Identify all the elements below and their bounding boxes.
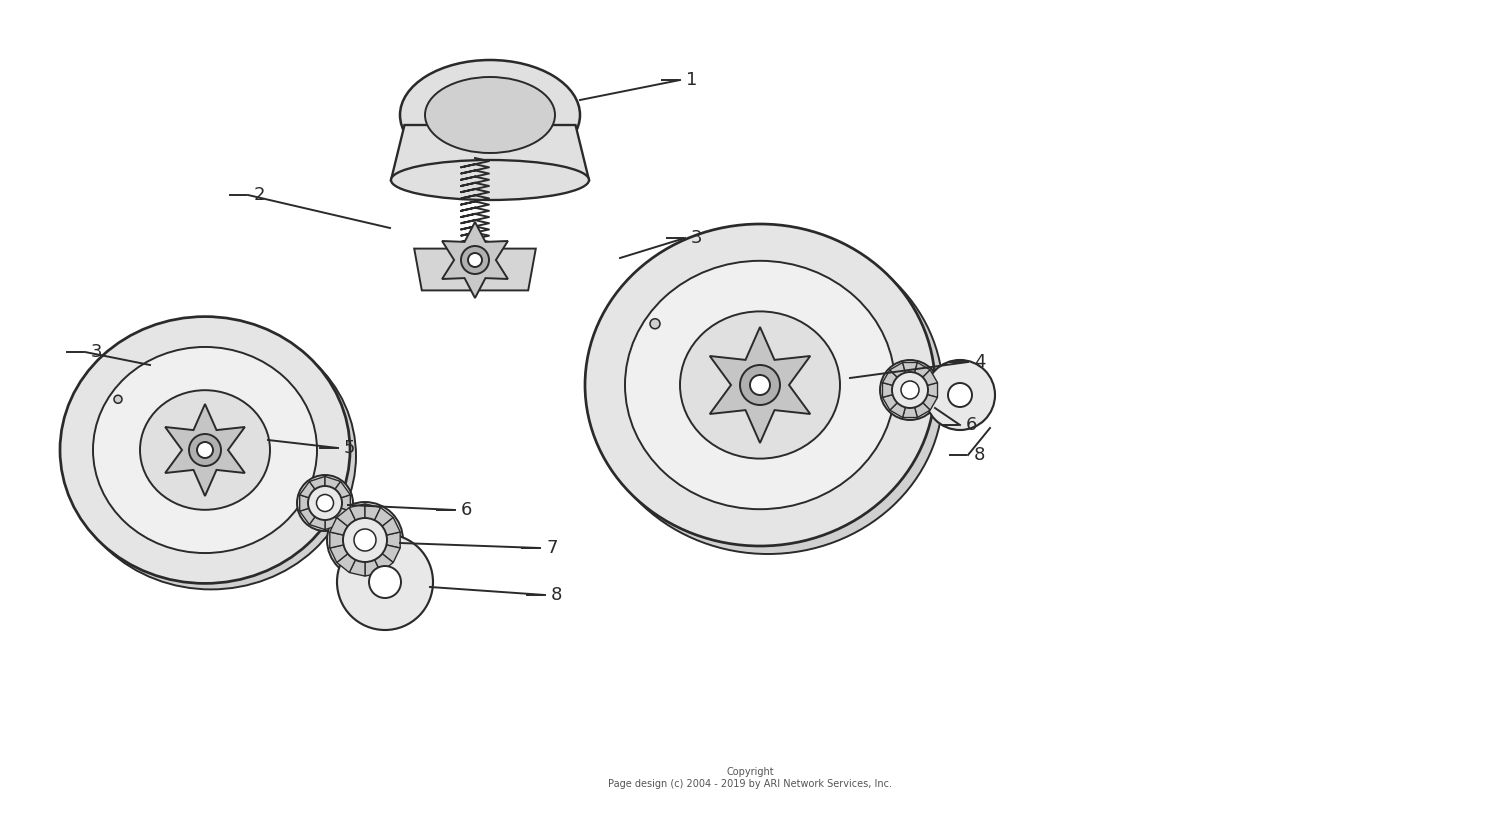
Text: 2: 2 xyxy=(254,186,266,204)
Text: 1: 1 xyxy=(686,71,698,89)
Polygon shape xyxy=(380,532,400,548)
Ellipse shape xyxy=(93,347,316,553)
Polygon shape xyxy=(350,554,364,576)
Polygon shape xyxy=(338,550,358,573)
Polygon shape xyxy=(920,370,938,386)
Text: Copyright
Page design (c) 2004 - 2019 by ARI Network Services, Inc.: Copyright Page design (c) 2004 - 2019 by… xyxy=(608,767,892,788)
Polygon shape xyxy=(903,363,918,377)
Polygon shape xyxy=(903,402,918,417)
Polygon shape xyxy=(890,363,906,381)
Polygon shape xyxy=(300,481,318,499)
Ellipse shape xyxy=(740,365,780,405)
Polygon shape xyxy=(165,404,244,496)
Text: 6: 6 xyxy=(966,416,978,434)
Polygon shape xyxy=(890,399,906,417)
Polygon shape xyxy=(336,495,351,511)
Ellipse shape xyxy=(680,311,840,458)
Ellipse shape xyxy=(114,395,122,404)
Ellipse shape xyxy=(369,566,400,598)
Ellipse shape xyxy=(468,253,482,267)
Polygon shape xyxy=(330,532,350,548)
Polygon shape xyxy=(914,399,930,417)
Polygon shape xyxy=(376,543,400,563)
Ellipse shape xyxy=(344,518,387,562)
Ellipse shape xyxy=(189,434,220,466)
Polygon shape xyxy=(376,517,400,537)
Polygon shape xyxy=(442,222,509,298)
Ellipse shape xyxy=(750,375,770,395)
Ellipse shape xyxy=(948,383,972,407)
Polygon shape xyxy=(710,327,810,443)
Polygon shape xyxy=(914,363,930,381)
Polygon shape xyxy=(920,393,938,410)
Polygon shape xyxy=(392,125,590,180)
Polygon shape xyxy=(350,504,364,526)
Polygon shape xyxy=(882,382,898,397)
Polygon shape xyxy=(364,504,381,526)
Polygon shape xyxy=(309,476,326,493)
Polygon shape xyxy=(922,382,938,397)
Text: ARI PartStream: ARI PartStream xyxy=(620,400,780,420)
Ellipse shape xyxy=(316,494,333,511)
Polygon shape xyxy=(330,543,352,563)
Polygon shape xyxy=(332,481,351,499)
Ellipse shape xyxy=(592,232,944,554)
Polygon shape xyxy=(882,393,902,410)
Polygon shape xyxy=(414,248,536,290)
Text: 5: 5 xyxy=(344,439,355,457)
Polygon shape xyxy=(330,517,352,537)
Text: 8: 8 xyxy=(974,446,986,464)
Polygon shape xyxy=(326,512,340,529)
Ellipse shape xyxy=(902,381,920,399)
Text: 8: 8 xyxy=(550,586,562,604)
Ellipse shape xyxy=(626,261,896,509)
Ellipse shape xyxy=(140,391,270,510)
Ellipse shape xyxy=(460,246,489,274)
Polygon shape xyxy=(300,507,318,525)
Polygon shape xyxy=(372,507,393,530)
Polygon shape xyxy=(309,512,326,529)
Ellipse shape xyxy=(400,60,580,170)
Ellipse shape xyxy=(327,502,404,578)
Ellipse shape xyxy=(60,317,350,583)
Text: 3: 3 xyxy=(92,343,102,361)
Ellipse shape xyxy=(297,475,352,531)
Ellipse shape xyxy=(424,77,555,153)
Polygon shape xyxy=(326,476,340,493)
Ellipse shape xyxy=(892,372,928,408)
Polygon shape xyxy=(338,507,358,530)
Ellipse shape xyxy=(392,160,590,200)
Ellipse shape xyxy=(354,529,376,551)
Ellipse shape xyxy=(650,319,660,328)
Ellipse shape xyxy=(66,323,356,589)
Polygon shape xyxy=(364,554,381,576)
Ellipse shape xyxy=(196,442,213,458)
Text: 6: 6 xyxy=(460,501,472,519)
Ellipse shape xyxy=(308,486,342,520)
Ellipse shape xyxy=(338,534,433,630)
Text: 3: 3 xyxy=(692,229,702,247)
Ellipse shape xyxy=(880,360,940,420)
Ellipse shape xyxy=(585,224,934,546)
Text: 7: 7 xyxy=(546,539,558,557)
Polygon shape xyxy=(882,370,902,386)
Ellipse shape xyxy=(926,360,994,430)
Polygon shape xyxy=(332,507,351,525)
Text: 4: 4 xyxy=(974,353,986,371)
Polygon shape xyxy=(300,495,313,511)
Polygon shape xyxy=(372,550,393,573)
